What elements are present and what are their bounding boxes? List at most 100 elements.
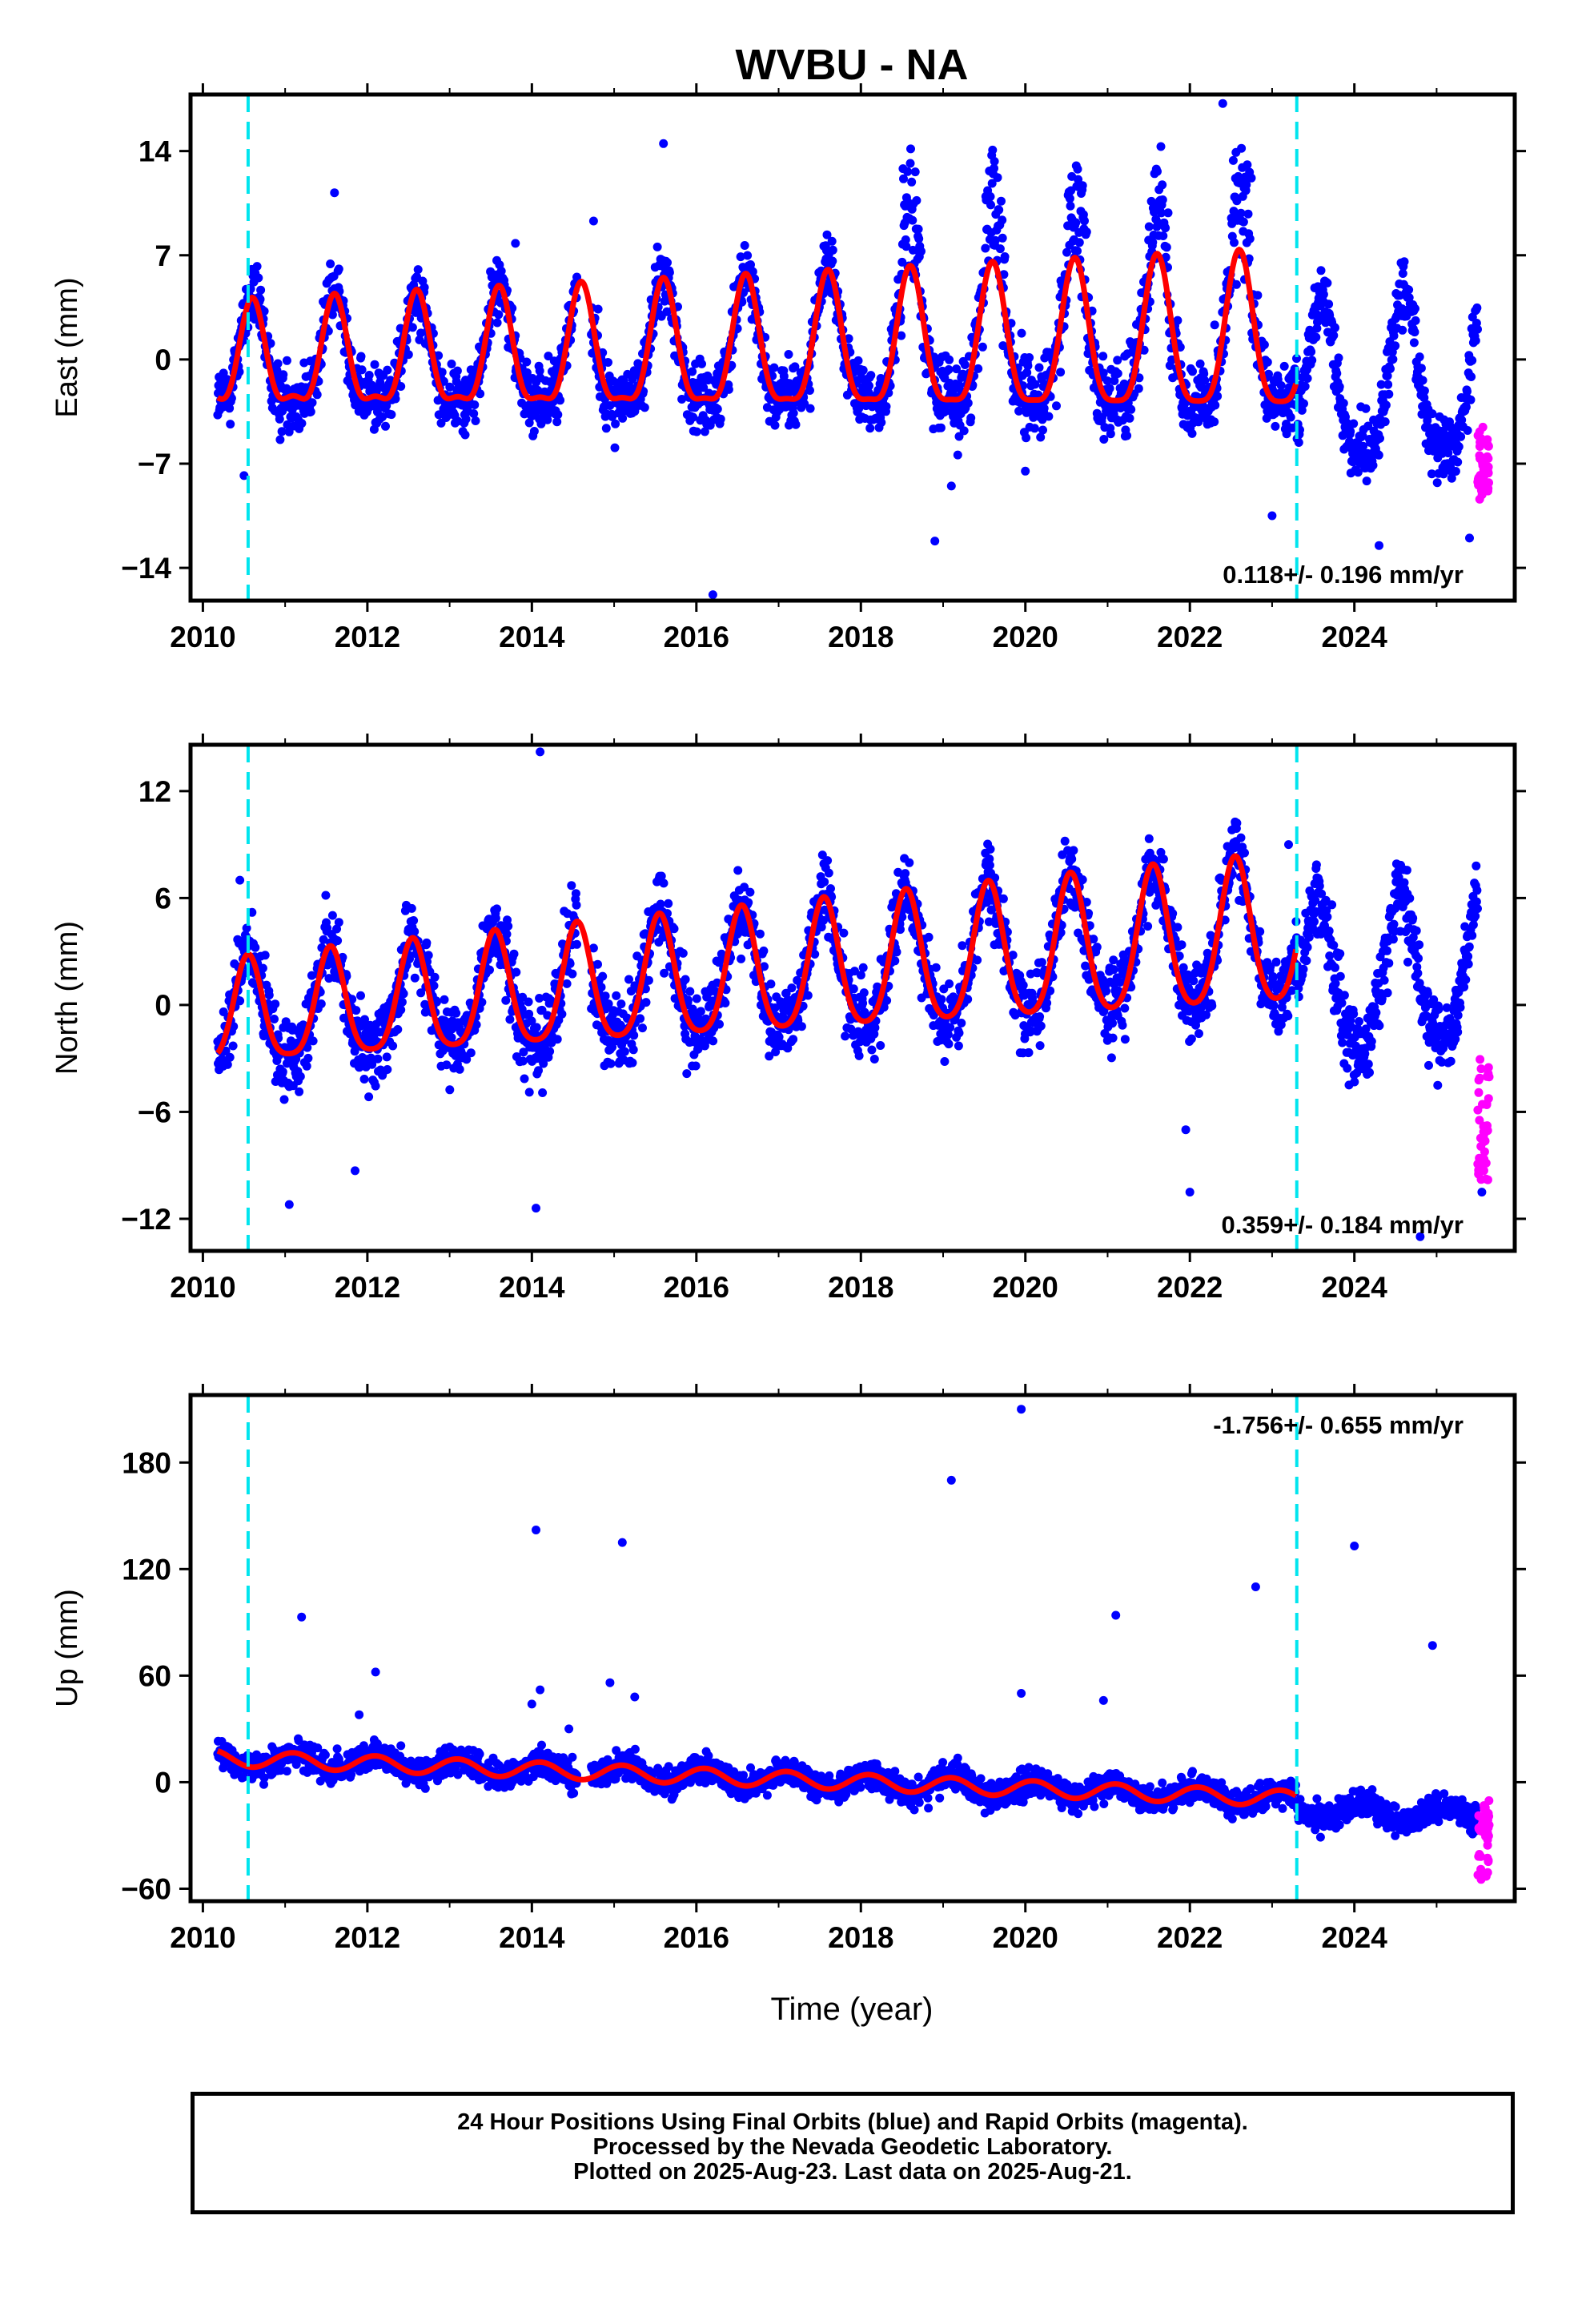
data-point	[1323, 278, 1332, 287]
data-point	[1108, 1019, 1117, 1028]
data-point	[1035, 1012, 1045, 1021]
data-point	[1384, 389, 1394, 399]
rapid-point	[1476, 454, 1484, 464]
data-point	[1463, 387, 1472, 396]
data-point	[1335, 382, 1344, 392]
x-tick-label: 2020	[993, 621, 1058, 653]
data-point	[494, 310, 504, 320]
data-point	[1383, 371, 1392, 380]
data-point	[805, 386, 814, 395]
data-point	[743, 251, 753, 260]
data-point	[827, 236, 837, 246]
data-point	[1106, 1053, 1116, 1063]
data-point	[565, 959, 575, 968]
data-point	[1329, 331, 1339, 340]
data-point	[692, 427, 701, 436]
data-point	[543, 1011, 552, 1020]
data-point	[1307, 356, 1317, 365]
data-point	[901, 242, 911, 251]
data-point	[1229, 207, 1239, 216]
data-point	[998, 233, 1007, 243]
data-point	[1052, 401, 1061, 411]
data-point	[1082, 227, 1091, 237]
data-point	[535, 366, 544, 376]
data-point	[985, 860, 994, 870]
data-point	[1157, 208, 1166, 218]
data-point	[316, 999, 326, 1008]
data-point	[430, 972, 440, 982]
data-point	[774, 1032, 784, 1042]
data-point	[1106, 429, 1115, 439]
rapid-point	[1484, 441, 1492, 451]
data-point	[524, 1088, 534, 1097]
x-axis-east: 2010 2012 2014 2016 2018 2020 2022 2024	[170, 83, 1438, 653]
data-point	[1447, 473, 1456, 483]
data-point	[1316, 266, 1326, 275]
data-point	[266, 339, 275, 348]
data-point	[534, 1066, 543, 1076]
data-point	[1162, 243, 1171, 252]
data-point	[941, 407, 950, 416]
data-point	[1363, 421, 1373, 431]
data-point	[624, 975, 633, 984]
data-point	[974, 364, 983, 373]
data-point	[943, 1030, 953, 1039]
data-point	[383, 1065, 392, 1074]
data-point	[1334, 353, 1343, 363]
data-point	[936, 423, 946, 432]
data-point	[953, 450, 962, 460]
data-point	[1108, 1033, 1118, 1043]
data-point	[963, 398, 973, 408]
data-point	[556, 396, 565, 405]
data-point	[907, 177, 917, 187]
data-point	[870, 1023, 880, 1032]
data-point	[1410, 328, 1419, 337]
data-point	[502, 930, 512, 939]
data-point	[849, 984, 858, 994]
data-point	[1200, 376, 1210, 385]
data-point	[360, 1015, 369, 1024]
data-point	[853, 376, 862, 385]
data-point	[1456, 432, 1466, 441]
data-point	[366, 1053, 375, 1063]
data-point	[1415, 352, 1424, 362]
data-point	[1126, 404, 1136, 414]
data-point	[598, 971, 608, 981]
data-point	[1025, 353, 1034, 362]
data-point	[271, 999, 280, 1009]
data-point	[408, 323, 417, 332]
data-point	[1089, 935, 1098, 944]
data-point	[1187, 428, 1197, 438]
data-point	[420, 283, 429, 292]
rapid-point	[1476, 434, 1486, 444]
data-point	[946, 1023, 955, 1032]
data-point	[356, 991, 365, 1000]
data-point	[1022, 433, 1031, 443]
x-tick-label: 2016	[664, 621, 729, 653]
data-point	[604, 999, 613, 1008]
data-point	[1014, 406, 1024, 416]
data-point	[442, 1060, 452, 1070]
data-point	[1457, 416, 1467, 424]
data-point	[677, 395, 687, 404]
data-point	[1237, 143, 1247, 153]
panels-group: 2010 2012 2014 2016 2018 2020 2022 20241470−7−1…	[50, 83, 1526, 1954]
data-point	[931, 963, 941, 972]
data-point	[275, 435, 285, 444]
data-point	[572, 939, 581, 949]
data-point	[876, 1041, 885, 1050]
data-point	[800, 399, 809, 408]
data-point	[1432, 478, 1442, 488]
data-point	[691, 1061, 701, 1071]
data-point	[853, 356, 863, 365]
data-point	[537, 1005, 547, 1015]
rapid-point	[1484, 462, 1493, 472]
data-point	[737, 954, 746, 963]
data-point	[901, 235, 910, 244]
data-point	[1264, 369, 1273, 379]
data-point	[512, 967, 521, 977]
data-point	[1199, 369, 1209, 379]
data-point	[462, 1055, 472, 1064]
data-point	[226, 420, 235, 429]
data-point	[370, 360, 379, 369]
